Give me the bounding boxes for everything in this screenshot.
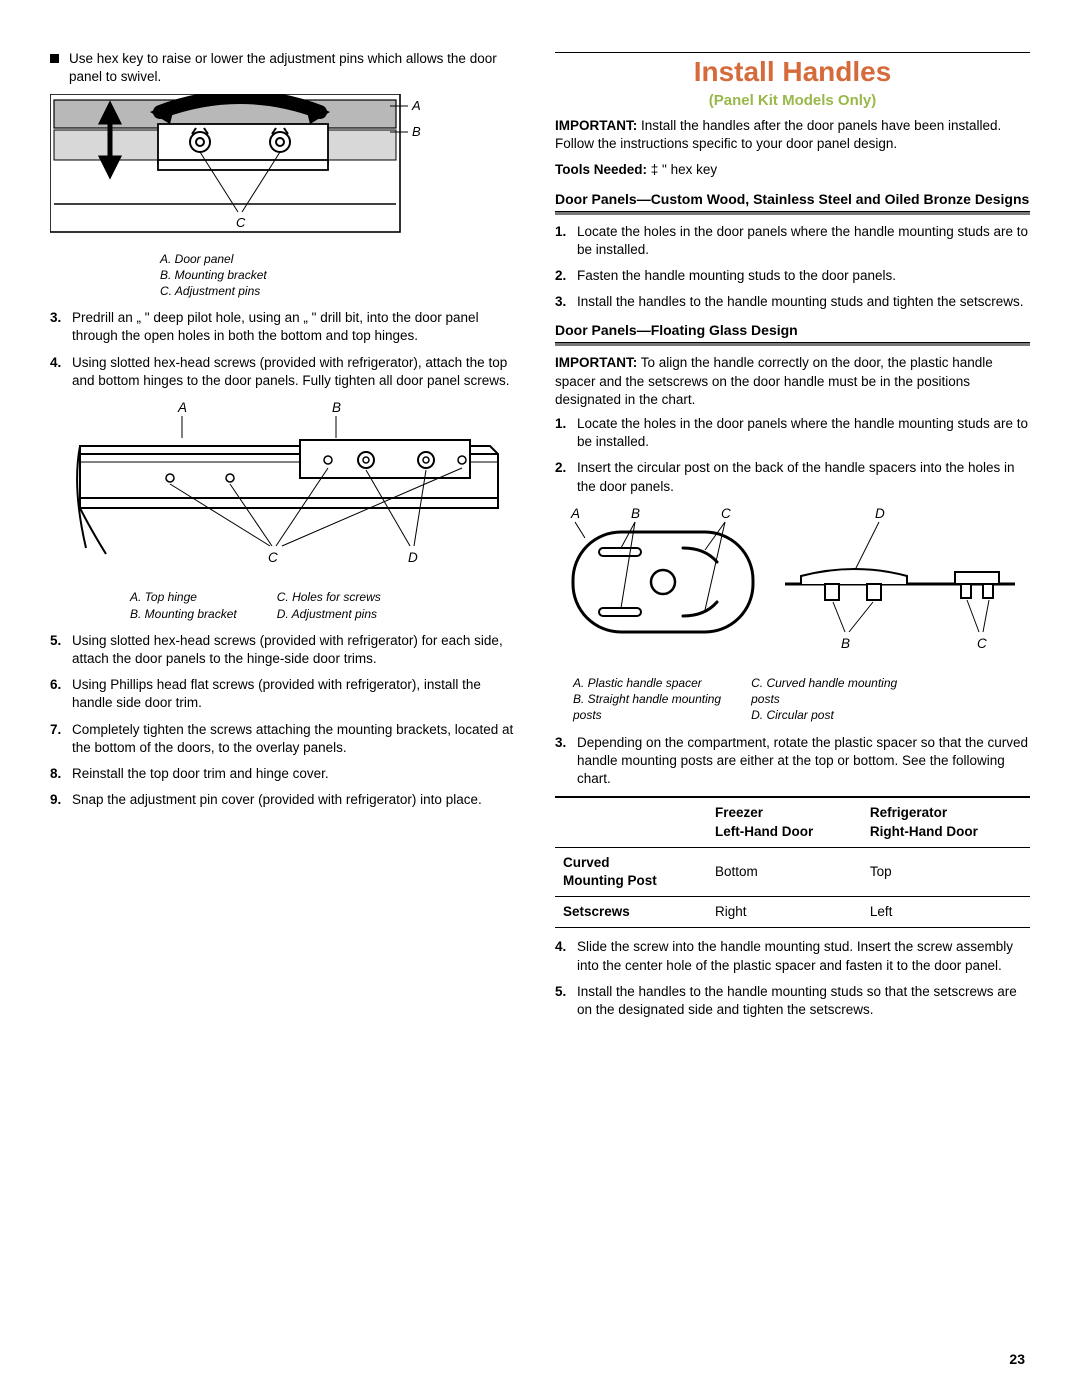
sub2-step5: 5.Install the handles to the handle moun… (555, 983, 1030, 1019)
right-column: Install Handles (Panel Kit Models Only) … (555, 50, 1030, 1027)
chart-row2-head: Setscrews (555, 897, 707, 928)
fig1-label-c: C (236, 215, 246, 230)
svg-text:C: C (977, 636, 987, 651)
page-number: 23 (1009, 1350, 1025, 1369)
subhead-floating: Door Panels—Floating Glass Design (555, 321, 1030, 340)
svg-text:C: C (721, 506, 731, 521)
important-1: IMPORTANT: Install the handles after the… (555, 117, 1030, 153)
sub2-step2: 2.Insert the circular post on the back o… (555, 459, 1030, 495)
fig1-caption: A. Door panel B. Mounting bracket C. Adj… (160, 251, 525, 300)
step-3: 3.Predrill an „ " deep pilot hole, using… (50, 309, 525, 345)
section-title: Install Handles (555, 53, 1030, 91)
figure-handle-spacer: A B C D (555, 504, 1030, 669)
step-6: 6.Using Phillips head flat screws (provi… (50, 676, 525, 712)
sub2-step3: 3.Depending on the compartment, rotate t… (555, 734, 1030, 789)
fig2-caption: A. Top hinge B. Mounting bracket C. Hole… (130, 589, 525, 621)
chart-cell: Top (862, 847, 1030, 896)
sub2-step4: 4.Slide the screw into the handle mounti… (555, 938, 1030, 974)
fig2-label-c: C (268, 550, 278, 565)
fig3-caption: A. Plastic handle spacer B. Straight han… (573, 675, 1030, 724)
subhead-custom: Door Panels—Custom Wood, Stainless Steel… (555, 190, 1030, 209)
chart-col1: Freezer Left-Hand Door (707, 797, 862, 847)
bullet-item: Use hex key to raise or lower the adjust… (50, 50, 525, 86)
left-column: Use hex key to raise or lower the adjust… (50, 50, 525, 1027)
svg-text:B: B (841, 636, 850, 651)
position-chart: Freezer Left-Hand Door Refrigerator Righ… (555, 796, 1030, 928)
section-subtitle: (Panel Kit Models Only) (555, 91, 1030, 111)
figure-adjustment-pins: A B C (50, 94, 525, 244)
chart-col2: Refrigerator Right-Hand Door (862, 797, 1030, 847)
figure-hinge: A B (70, 398, 525, 583)
step-7: 7.Completely tighten the screws attachin… (50, 721, 525, 757)
tools-needed: Tools Needed: ‡ " hex key (555, 161, 1030, 179)
divider-icon (555, 342, 1030, 346)
sub1-step2: 2.Fasten the handle mounting studs to th… (555, 267, 1030, 285)
fig2-label-b: B (332, 400, 341, 415)
important-2: IMPORTANT: To align the handle correctly… (555, 354, 1030, 409)
chart-cell: Left (862, 897, 1030, 928)
step-5: 5.Using slotted hex-head screws (provide… (50, 632, 525, 668)
square-bullet-icon (50, 54, 59, 63)
step-4: 4.Using slotted hex-head screws (provide… (50, 354, 525, 390)
chart-cell: Bottom (707, 847, 862, 896)
fig2-label-a: A (177, 400, 187, 415)
fig1-label-a: A (411, 98, 421, 113)
step-9: 9.Snap the adjustment pin cover (provide… (50, 791, 525, 809)
step-8: 8.Reinstall the top door trim and hinge … (50, 765, 525, 783)
sub1-step1: 1.Locate the holes in the door panels wh… (555, 223, 1030, 259)
bullet-text: Use hex key to raise or lower the adjust… (69, 50, 525, 86)
sub1-step3: 3.Install the handles to the handle moun… (555, 293, 1030, 311)
chart-cell: Right (707, 897, 862, 928)
fig2-label-d: D (408, 550, 418, 565)
divider-icon (555, 211, 1030, 215)
svg-text:A: A (570, 506, 580, 521)
svg-text:D: D (875, 506, 885, 521)
svg-text:B: B (631, 506, 640, 521)
sub2-step1: 1.Locate the holes in the door panels wh… (555, 415, 1030, 451)
fig1-label-b: B (412, 124, 421, 139)
chart-row1-head: Curved Mounting Post (555, 847, 707, 896)
